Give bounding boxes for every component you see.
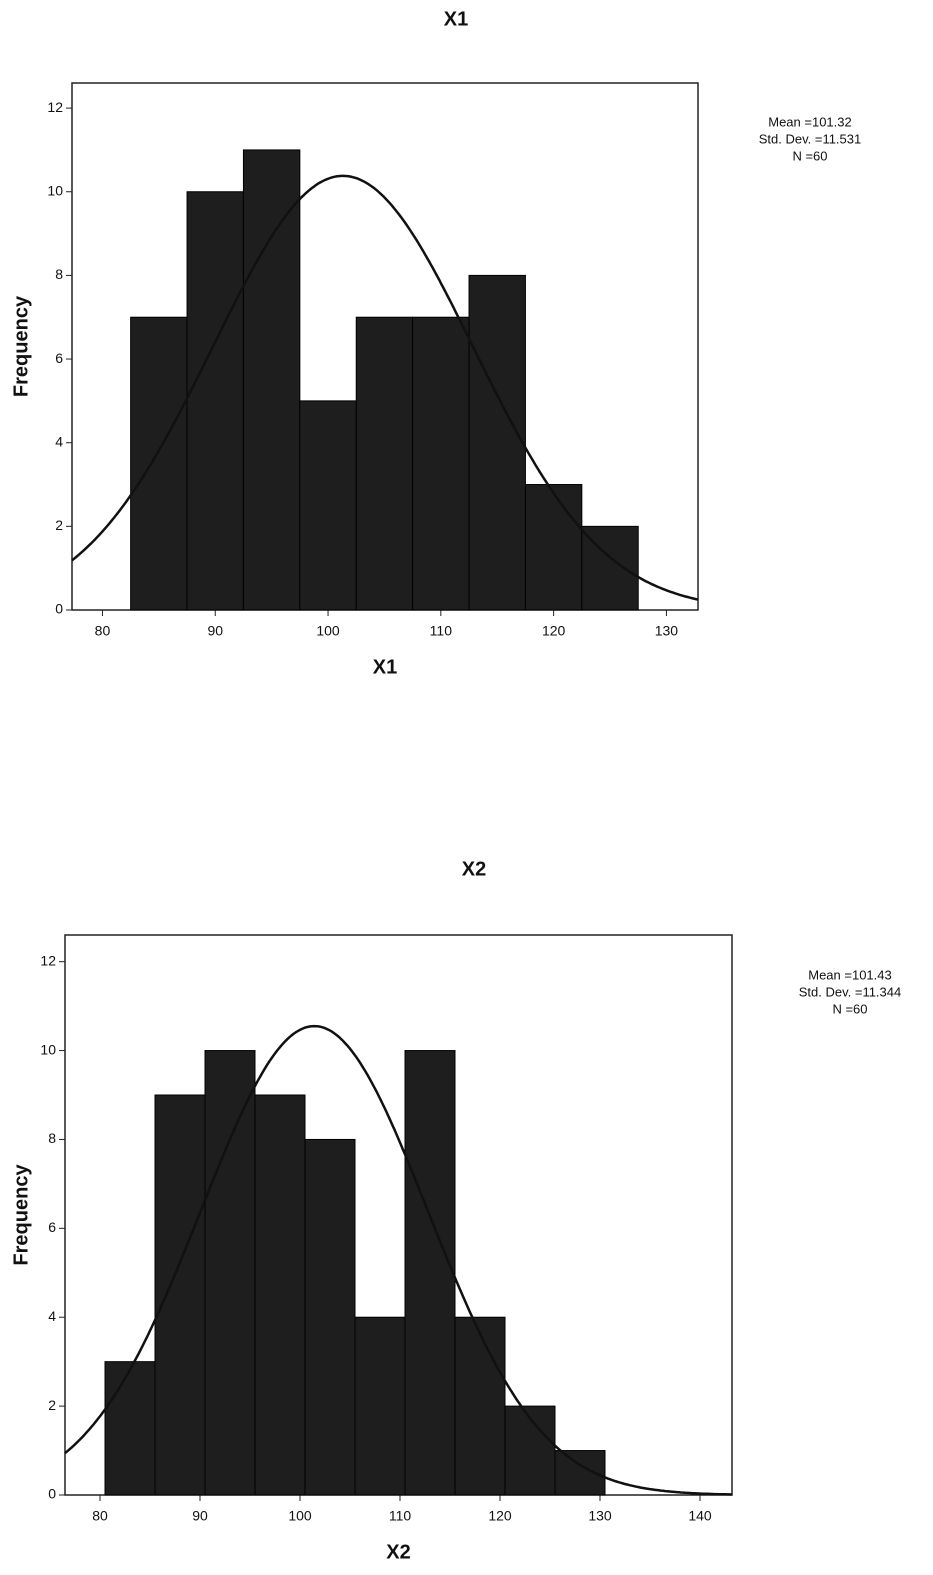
bar: [243, 150, 299, 610]
bar: [300, 401, 356, 610]
y-tick-label: 2: [55, 517, 63, 533]
bar: [155, 1095, 205, 1495]
bar: [255, 1095, 305, 1495]
stat-label: N =60: [792, 148, 827, 163]
x-axis-label: X1: [373, 656, 397, 678]
bar: [525, 485, 581, 610]
stat-label: N =60: [832, 1001, 867, 1016]
x-tick-label: 120: [542, 623, 566, 639]
bar: [131, 317, 187, 610]
stat-label: Std. Dev. =11.531: [759, 131, 862, 146]
y-tick-label: 6: [48, 1219, 56, 1235]
bar: [469, 275, 525, 610]
bar: [555, 1451, 605, 1495]
stat-label: Mean =101.32: [768, 114, 851, 129]
chart-title: X2: [462, 858, 486, 880]
x-tick-label: 80: [95, 623, 111, 639]
y-tick-label: 2: [48, 1397, 56, 1413]
bar: [305, 1139, 355, 1495]
x-tick-label: 90: [207, 623, 223, 639]
x-axis-label: X2: [386, 1541, 410, 1563]
y-tick-label: 8: [55, 266, 63, 282]
y-axis-label: Frequency: [10, 295, 32, 397]
x-tick-label: 130: [588, 1508, 612, 1524]
x-tick-label: 130: [655, 623, 679, 639]
x-tick-label: 110: [389, 1508, 412, 1524]
y-tick-label: 4: [48, 1308, 56, 1324]
y-tick-label: 4: [55, 433, 63, 449]
y-tick-label: 0: [48, 1486, 56, 1502]
y-tick-label: 8: [48, 1130, 56, 1146]
y-tick-label: 10: [47, 182, 63, 198]
y-tick-label: 10: [40, 1041, 56, 1057]
x-tick-label: 90: [192, 1508, 208, 1524]
bar: [187, 192, 243, 610]
y-tick-label: 12: [40, 952, 56, 968]
y-tick-label: 6: [55, 350, 63, 366]
x-tick-label: 100: [316, 623, 340, 639]
y-tick-label: 12: [47, 99, 63, 115]
bar: [355, 1317, 405, 1495]
stat-label: Std. Dev. =11.344: [799, 984, 902, 999]
bar: [405, 1051, 455, 1495]
y-tick-label: 0: [55, 601, 63, 617]
bar: [356, 317, 412, 610]
y-axis-label: Frequency: [10, 1164, 32, 1266]
stat-label: Mean =101.43: [808, 967, 891, 982]
page: {"chart_data": [ {"type": "histogram", "…: [0, 0, 933, 1575]
bar: [413, 317, 469, 610]
chart-title: X1: [444, 8, 468, 30]
x-tick-label: 140: [688, 1508, 712, 1524]
bar: [205, 1051, 255, 1495]
chart: X1X1Frequency0246810128090100110120130Me…: [0, 0, 933, 1575]
bar: [455, 1317, 505, 1495]
bar: [105, 1362, 155, 1495]
x-tick-label: 110: [430, 623, 453, 639]
x-tick-label: 80: [92, 1508, 108, 1524]
x-tick-label: 120: [488, 1508, 512, 1524]
x-tick-label: 100: [288, 1508, 312, 1524]
